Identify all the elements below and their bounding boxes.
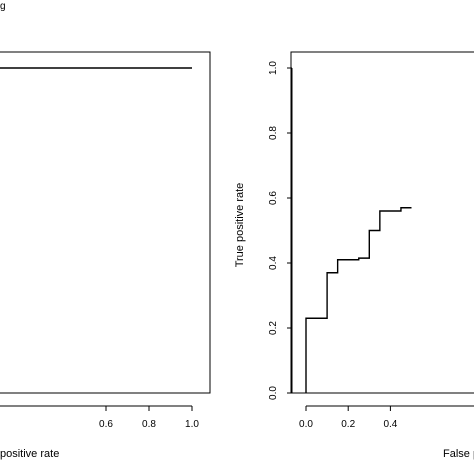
- right-y-tick-label: 0.6: [268, 191, 279, 205]
- right-roc-curves: [305, 207, 412, 393]
- left-x-axis-label: positive rate: [0, 448, 59, 460]
- right-y-tick-label: 0.4: [268, 256, 279, 270]
- left-roc-panel: 0.6 0.8 1.0 positive rate: [0, 51, 211, 460]
- right-y-tick-label: 0.8: [268, 126, 279, 140]
- right-roc-curve: [305, 207, 412, 393]
- left-x-axis-ticks: 0.6 0.8 1.0: [0, 405, 199, 430]
- right-roc-panel: 0.0 0.2 0.4 0.0 0.2 0.4 0.6 0.8 1.0 True positi…: [234, 51, 474, 460]
- right-y-axis-label: True positive rate: [234, 183, 246, 268]
- right-plot-frame: [290, 51, 474, 394]
- left-x-tick-label: 1.0: [185, 419, 199, 430]
- right-y-tick-label: 0.2: [268, 321, 279, 335]
- right-y-tick-label: 0.0: [268, 386, 279, 400]
- right-x-tick-label: 0.2: [341, 419, 355, 430]
- right-x-tick-label: 0.0: [299, 419, 313, 430]
- left-plot-frame: [0, 51, 211, 394]
- left-x-tick-label: 0.6: [99, 419, 113, 430]
- left-x-tick-label: 0.8: [142, 419, 156, 430]
- right-y-tick-label: 1.0: [268, 61, 279, 75]
- right-x-tick-label: 0.4: [383, 419, 397, 430]
- right-x-axis-label: False p: [443, 448, 474, 460]
- right-y-axis-ticks: 0.0 0.2 0.4 0.6 0.8 1.0: [268, 61, 293, 400]
- caption-fragment: g: [0, 1, 6, 12]
- right-x-axis-ticks: 0.0 0.2 0.4: [299, 405, 474, 430]
